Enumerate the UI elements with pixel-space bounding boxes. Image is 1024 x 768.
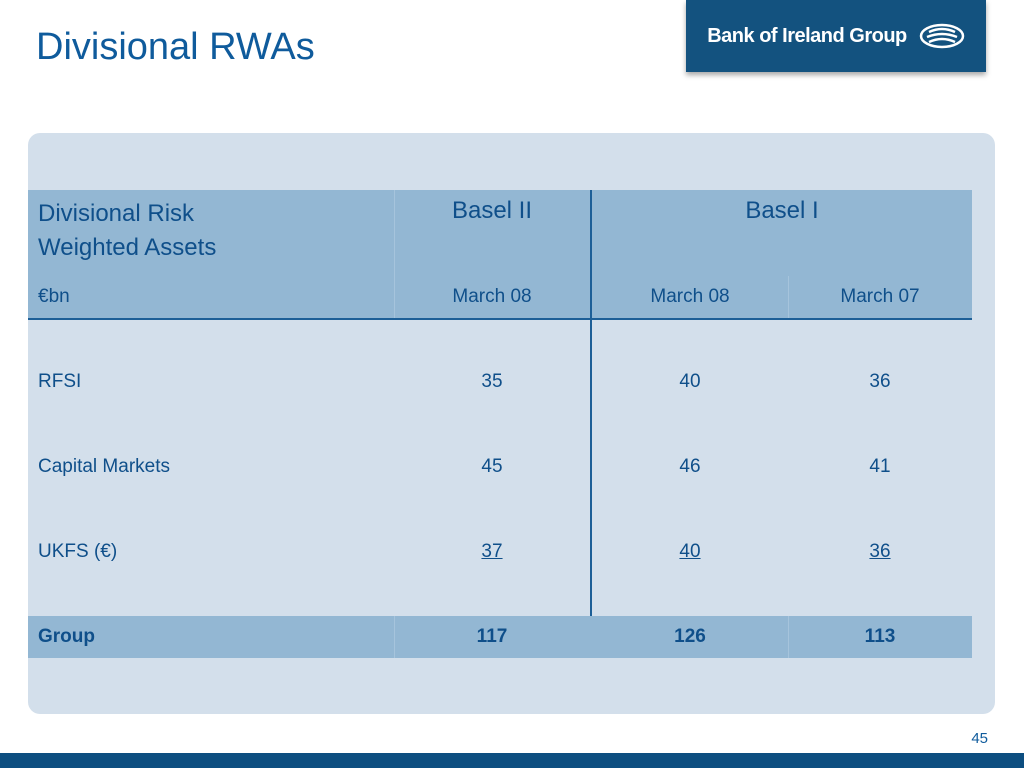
row-value: 46 — [679, 456, 701, 477]
row-value: 37 — [481, 541, 503, 562]
row-label: RFSI — [38, 371, 82, 392]
row-value: 40 — [679, 541, 701, 562]
column-divider — [394, 616, 395, 658]
column-divider — [394, 190, 395, 276]
basel-separator-line — [590, 190, 592, 658]
basel1-group-header: Basel I — [745, 197, 819, 224]
page-number: 45 — [971, 730, 988, 747]
footer-bar — [0, 753, 1024, 768]
column-divider — [788, 276, 789, 318]
logo-text: Bank of Ireland Group — [707, 24, 907, 47]
row-value: 40 — [679, 371, 701, 392]
row-header-line1: Divisional Risk — [38, 200, 195, 227]
table-row: UKFS (€) 37 40 36 — [28, 541, 972, 571]
col-basel2-march08: March 08 — [452, 286, 532, 307]
slide-title: Divisional RWAs — [36, 26, 315, 68]
row-value: 41 — [869, 456, 891, 477]
row-header-line2: Weighted Assets — [38, 234, 217, 261]
total-label: Group — [38, 626, 95, 647]
row-header-label: Divisional Risk Weighted Assets — [38, 197, 216, 265]
bank-of-ireland-emblem-icon — [919, 23, 965, 49]
row-label: Capital Markets — [38, 456, 170, 477]
total-value: 117 — [476, 626, 508, 647]
row-value: 45 — [481, 456, 503, 477]
unit-label: €bn — [38, 286, 70, 307]
row-value: 36 — [869, 541, 891, 562]
total-value: 126 — [674, 626, 706, 647]
row-value: 35 — [481, 371, 503, 392]
col-basel1-march08: March 08 — [650, 286, 730, 307]
column-divider — [394, 276, 395, 318]
table-row: RFSI 35 40 36 — [28, 371, 972, 401]
table-header-row: Divisional Risk Weighted Assets Basel II… — [28, 190, 972, 276]
bank-logo: Bank of Ireland Group — [686, 0, 986, 72]
col-basel1-march07: March 07 — [840, 286, 920, 307]
row-value: 36 — [869, 371, 891, 392]
table-subheader-row: €bn March 08 March 08 March 07 — [28, 276, 972, 320]
column-divider — [788, 616, 789, 658]
row-label: UKFS (€) — [38, 541, 118, 562]
table-row: Capital Markets 45 46 41 — [28, 456, 972, 486]
total-value: 113 — [864, 626, 896, 647]
table-total-row: Group 117 126 113 — [28, 616, 972, 658]
basel2-group-header: Basel II — [451, 197, 533, 224]
